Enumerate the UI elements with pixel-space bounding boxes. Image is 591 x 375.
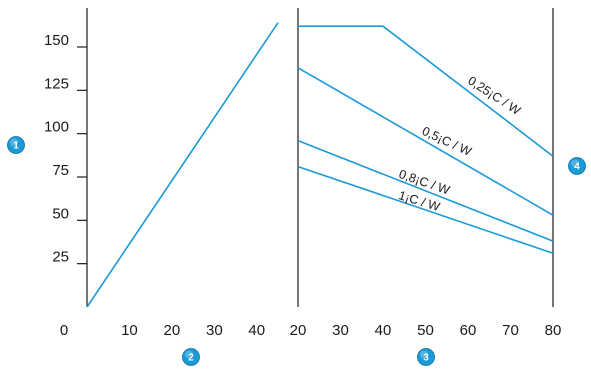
badge-highlight <box>420 350 428 359</box>
x-tick-label-right: 20 <box>290 322 307 339</box>
badge-circle <box>417 348 435 366</box>
badge-highlight <box>10 138 18 147</box>
y-tick-label: 50 <box>52 205 69 222</box>
series-lines <box>86 22 554 308</box>
badge-number: 3 <box>423 353 429 364</box>
badge-number: 2 <box>188 353 194 364</box>
y-tick-label: 25 <box>52 249 69 266</box>
x-tick-label-right: 50 <box>417 322 434 339</box>
y-tick-label: 100 <box>44 119 69 136</box>
badge-b2: 2 <box>182 348 200 366</box>
x-tick-label-right: 60 <box>460 322 477 339</box>
x-tick-label-left: 20 <box>164 322 181 339</box>
x-tick-label-right: 30 <box>332 322 349 339</box>
axes <box>86 8 554 307</box>
badge-circle <box>182 348 200 366</box>
badge-b1: 1 <box>7 136 25 154</box>
series-line-08CW <box>297 139 554 242</box>
x-tick-label-left: 30 <box>206 322 223 339</box>
x-tick-label-right: 70 <box>502 322 519 339</box>
y-tick-label: 75 <box>52 162 69 179</box>
x-tick-label-left: 0 <box>60 322 68 339</box>
x-tick-label-right: 80 <box>545 322 562 339</box>
badge-number: 4 <box>574 162 580 173</box>
curve-labels: 0,25¡C / W0,5¡C / W0,8¡C / W1¡C / W <box>397 74 523 215</box>
x-tick-label-left: 10 <box>121 322 138 339</box>
x-tick-label-left: 40 <box>248 322 265 339</box>
series-line-025CW <box>298 25 554 157</box>
y-tick-label: 125 <box>44 75 69 92</box>
series-line-left <box>86 22 279 308</box>
badge-circle <box>568 157 586 175</box>
badge-b4: 4 <box>568 157 586 175</box>
x-tick-label-right: 40 <box>375 322 392 339</box>
badge-circle <box>7 136 25 154</box>
badge-highlight <box>185 350 193 359</box>
badge-b3: 3 <box>417 348 435 366</box>
badge-number: 1 <box>13 141 19 152</box>
series-line-05CW <box>297 67 554 216</box>
badge-highlight <box>571 159 579 168</box>
tick-labels: 25 50 75 100 125 150 0 10 20 30 40 20 30 40 50 60 70 80 <box>44 32 561 339</box>
series-line-1CW <box>297 165 554 255</box>
tick-marks <box>77 46 87 265</box>
badges: 1 2 3 4 <box>7 136 586 366</box>
y-tick-label: 150 <box>44 32 69 49</box>
